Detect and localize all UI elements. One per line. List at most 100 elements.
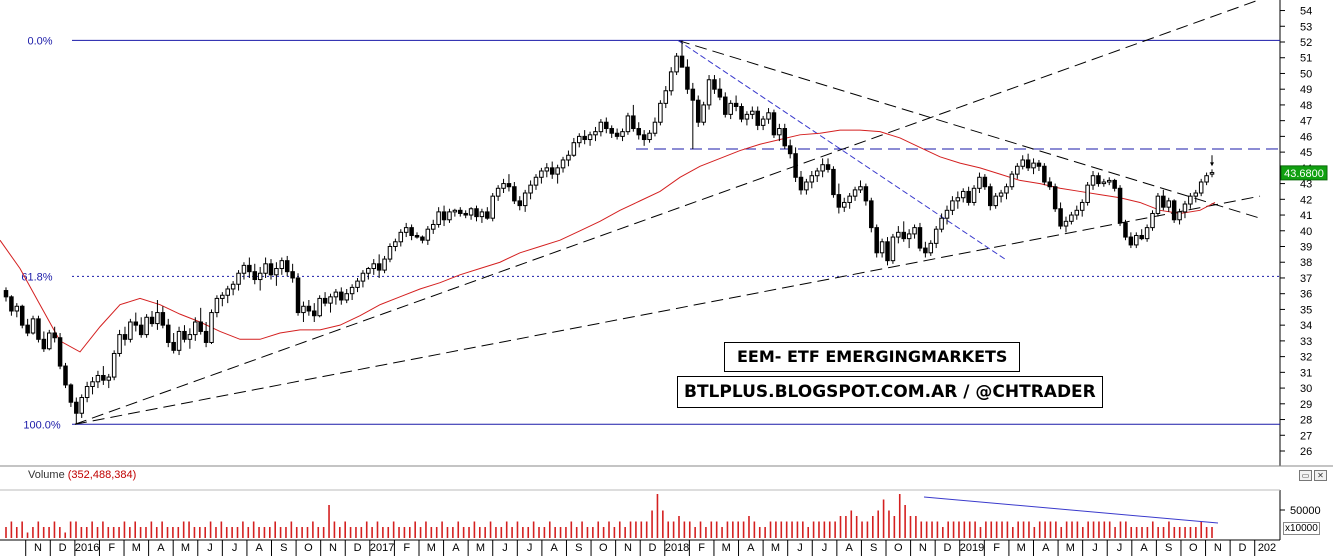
candle-body — [760, 118, 766, 126]
candle-body — [593, 131, 598, 136]
candle-body — [1079, 201, 1085, 211]
candle-body — [409, 227, 414, 236]
y-tick-label: 31 — [1300, 367, 1312, 379]
x-tick-label: J — [1117, 542, 1123, 554]
candle-body — [257, 272, 263, 281]
x-tick-label: A — [1042, 542, 1050, 554]
candle-body — [79, 397, 84, 414]
candle-body — [420, 236, 425, 241]
candle-body — [1209, 172, 1215, 175]
x-tick-label: A — [747, 542, 755, 554]
candle-body — [138, 324, 144, 336]
candle-body — [117, 334, 122, 354]
candle-body — [1188, 195, 1193, 205]
candle-body — [744, 113, 750, 120]
candle-body — [787, 145, 793, 155]
candle-body — [706, 79, 712, 106]
x-tick-label: J — [207, 542, 213, 554]
candle-body — [68, 384, 74, 403]
candle-body — [84, 386, 90, 399]
candle-body — [30, 318, 36, 334]
volume-axis-label: 50000 — [1290, 505, 1321, 517]
candle-body — [825, 164, 831, 170]
y-tick-label: 29 — [1300, 399, 1312, 411]
candle-body — [479, 211, 485, 218]
x-tick-label: J — [232, 542, 238, 554]
candle-body — [425, 228, 431, 241]
candle-body — [333, 291, 339, 298]
candle-body — [625, 115, 631, 133]
candle-body — [468, 208, 474, 216]
candle-body — [1009, 173, 1015, 188]
candle-body — [831, 168, 836, 196]
x-tick-label: M — [132, 542, 141, 554]
candle-body — [198, 321, 203, 332]
candle-body — [533, 176, 539, 186]
candle-body — [1085, 184, 1090, 203]
candle-body — [809, 175, 815, 183]
candle-body — [679, 55, 685, 68]
candle-body — [1058, 208, 1063, 227]
candle-body — [501, 183, 506, 189]
candle-body — [690, 88, 696, 101]
candle-body — [598, 121, 604, 133]
candle-body — [274, 268, 279, 276]
candle-body — [490, 195, 495, 219]
candle-body — [988, 186, 993, 207]
candle-body — [95, 374, 101, 383]
candle-body — [960, 190, 966, 199]
candle-body — [1155, 195, 1161, 214]
candle-body — [739, 105, 744, 120]
candle-body — [441, 211, 447, 221]
candle-body — [1052, 186, 1058, 210]
candle-body — [203, 330, 209, 343]
candle-body — [566, 154, 571, 161]
candle-body — [393, 241, 398, 247]
trendline — [74, 195, 1261, 425]
candle-body — [933, 228, 939, 244]
candle-body — [966, 190, 971, 203]
candle-body — [63, 365, 68, 386]
x-tick-label: S — [1165, 542, 1172, 554]
candle-body — [485, 211, 490, 219]
candle-body — [9, 296, 14, 312]
y-tick-label: 36 — [1300, 289, 1312, 301]
y-tick-label: 33 — [1300, 336, 1312, 348]
x-tick-label: N — [34, 542, 42, 554]
candle-body — [906, 233, 912, 240]
x-tick-label: A — [551, 542, 559, 554]
volume-panel-restore-button[interactable]: ▭ — [1299, 470, 1312, 481]
candle-body — [1063, 220, 1069, 227]
candle-body — [371, 263, 377, 270]
volume-panel-close-button[interactable]: ✕ — [1314, 470, 1327, 481]
candle-body — [360, 272, 366, 282]
chart-subtitle-box: BTLPLUS.BLOGSPOT.COM.AR / @CHTRADER — [677, 376, 1103, 408]
candle-body — [458, 209, 463, 214]
candle-body — [631, 115, 636, 130]
candle-body — [506, 183, 512, 188]
candle-body — [555, 167, 560, 175]
x-tick-label: F — [993, 542, 1000, 554]
candle-body — [647, 132, 652, 141]
x-tick-label: J — [1092, 542, 1098, 554]
candle-body — [279, 260, 285, 270]
y-tick-label: 32 — [1300, 352, 1312, 364]
candle-body — [560, 159, 566, 169]
candle-body — [1074, 209, 1080, 216]
x-tick-label: M — [181, 542, 190, 554]
volume-title: Volume (352,488,384) — [28, 469, 136, 481]
candle-body — [463, 212, 468, 216]
candle-body — [544, 167, 550, 172]
candle-body — [165, 324, 171, 343]
y-tick-label: 38 — [1300, 257, 1312, 269]
candle-body — [549, 167, 555, 175]
candle-body — [1031, 162, 1036, 169]
candle-body — [998, 192, 1004, 197]
x-tick-label: N — [1214, 542, 1222, 554]
candle-body — [1020, 159, 1025, 167]
candle-body — [1069, 214, 1074, 222]
candle-body — [512, 186, 517, 202]
x-tick-label: J — [797, 542, 803, 554]
x-tick-label: A — [1140, 542, 1148, 554]
chart-title: EEM- ETF EMERGINGMARKETS — [737, 347, 1008, 366]
